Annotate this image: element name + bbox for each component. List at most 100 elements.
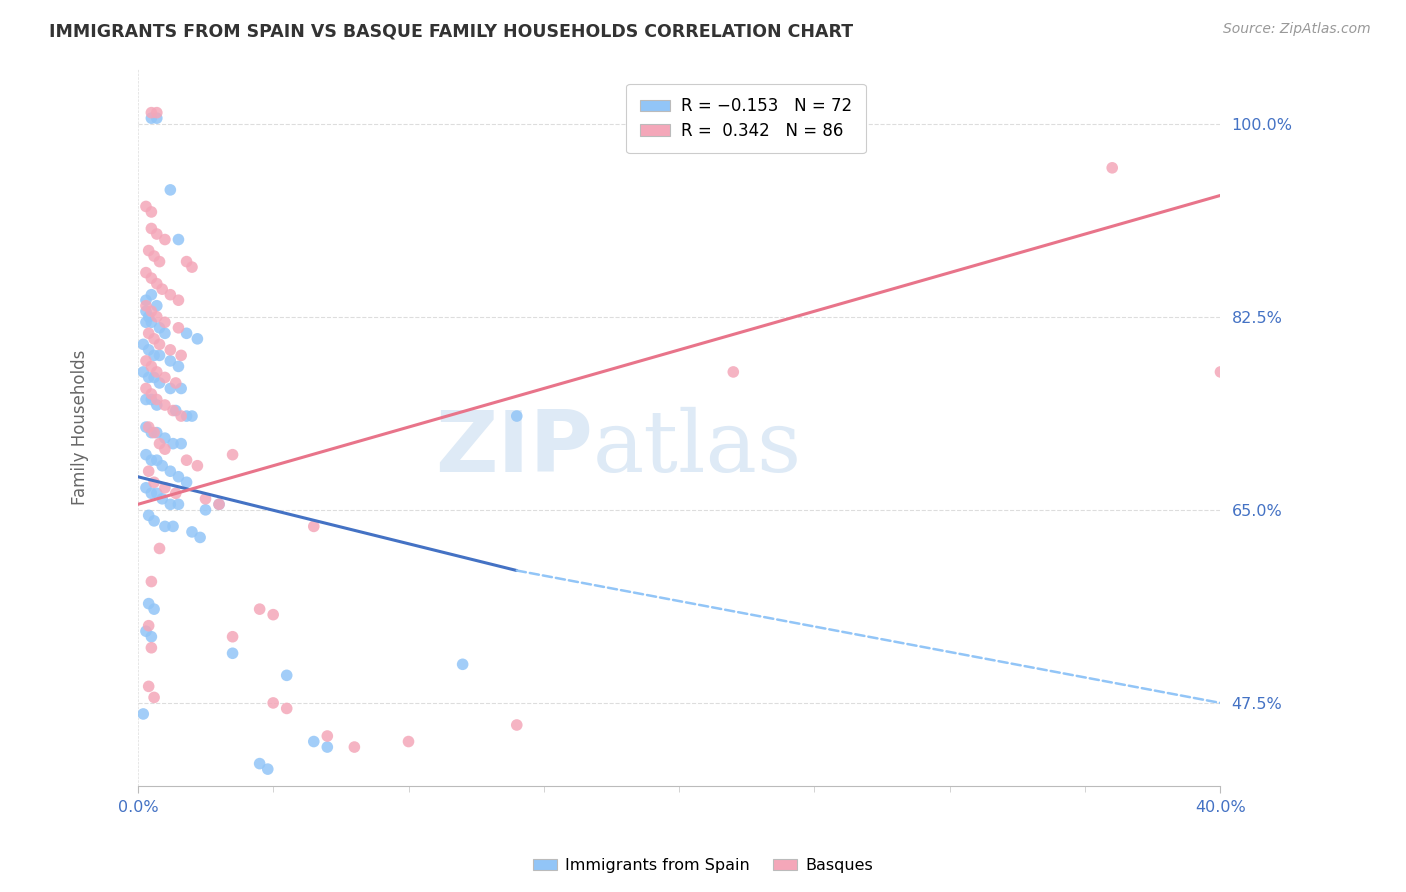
Point: [146, 398, 169, 412]
Point: [148, 254, 170, 268]
Point: [221, 630, 243, 644]
Point: [176, 475, 198, 490]
Point: [135, 448, 157, 462]
Point: [170, 382, 193, 396]
Point: [148, 337, 170, 351]
Text: Source: ZipAtlas.com: Source: ZipAtlas.com: [1223, 22, 1371, 37]
Point: [181, 409, 204, 423]
Point: [138, 370, 160, 384]
Point: [159, 183, 181, 197]
Point: [135, 624, 157, 639]
Point: [135, 354, 157, 368]
Point: [132, 337, 155, 351]
Legend: Immigrants from Spain, Basques: Immigrants from Spain, Basques: [526, 852, 880, 880]
Point: [1209, 365, 1232, 379]
Point: [141, 392, 163, 407]
Point: [143, 425, 166, 440]
Point: [188, 530, 211, 544]
Point: [159, 343, 181, 357]
Point: [143, 475, 166, 490]
Point: [141, 304, 163, 318]
Point: [276, 668, 298, 682]
Point: [143, 370, 166, 384]
Point: [159, 382, 181, 396]
Point: [148, 376, 170, 390]
Point: [150, 491, 173, 506]
Point: [141, 453, 163, 467]
Point: [302, 519, 325, 533]
Point: [146, 105, 169, 120]
Point: [451, 657, 474, 672]
Point: [153, 519, 176, 533]
Point: [159, 354, 181, 368]
Point: [170, 409, 193, 423]
Point: [135, 266, 157, 280]
Point: [167, 469, 190, 483]
Point: [138, 244, 160, 258]
Point: [153, 431, 176, 445]
Point: [159, 497, 181, 511]
Point: [506, 718, 529, 732]
Point: [138, 326, 160, 341]
Point: [138, 343, 160, 357]
Point: [153, 370, 176, 384]
Point: [132, 706, 155, 721]
Point: [141, 425, 163, 440]
Point: [153, 315, 176, 329]
Point: [138, 679, 160, 693]
Point: [146, 425, 169, 440]
Point: [141, 205, 163, 219]
Point: [176, 453, 198, 467]
Point: [148, 436, 170, 450]
Point: [186, 458, 208, 473]
Point: [138, 508, 160, 523]
Point: [153, 398, 176, 412]
Point: [165, 403, 187, 417]
Point: [135, 392, 157, 407]
Point: [135, 382, 157, 396]
Point: [141, 387, 163, 401]
Point: [148, 320, 170, 334]
Point: [208, 497, 231, 511]
Point: [170, 436, 193, 450]
Point: [146, 310, 169, 324]
Point: [146, 453, 169, 467]
Point: [141, 221, 163, 235]
Text: atlas: atlas: [592, 407, 801, 491]
Point: [141, 486, 163, 500]
Point: [165, 376, 187, 390]
Point: [181, 524, 204, 539]
Point: [167, 320, 190, 334]
Point: [138, 464, 160, 478]
Text: ZIP: ZIP: [434, 407, 592, 490]
Point: [176, 326, 198, 341]
Point: [132, 365, 155, 379]
Point: [141, 640, 163, 655]
Point: [141, 574, 163, 589]
Point: [262, 817, 284, 831]
Point: [135, 481, 157, 495]
Point: [153, 481, 176, 495]
Point: [135, 293, 157, 308]
Point: [135, 299, 157, 313]
Point: [146, 365, 169, 379]
Point: [143, 690, 166, 705]
Point: [153, 326, 176, 341]
Point: [135, 420, 157, 434]
Y-axis label: Family Households: Family Households: [72, 350, 89, 505]
Point: [723, 365, 745, 379]
Point: [143, 602, 166, 616]
Point: [146, 486, 169, 500]
Text: IMMIGRANTS FROM SPAIN VS BASQUE FAMILY HOUSEHOLDS CORRELATION CHART: IMMIGRANTS FROM SPAIN VS BASQUE FAMILY H…: [49, 22, 853, 40]
Point: [167, 497, 190, 511]
Point: [153, 442, 176, 457]
Point: [135, 304, 157, 318]
Point: [143, 249, 166, 263]
Point: [186, 332, 208, 346]
Point: [221, 646, 243, 660]
Point: [141, 315, 163, 329]
Point: [162, 436, 184, 450]
Point: [170, 348, 193, 362]
Point: [138, 618, 160, 632]
Point: [143, 348, 166, 362]
